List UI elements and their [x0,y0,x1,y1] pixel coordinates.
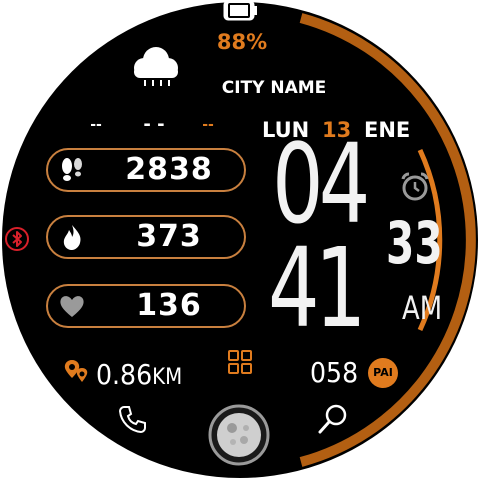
heart-rate-pill[interactable]: 136 [46,284,246,328]
battery-percent: 88% [216,30,268,54]
calories-value: 373 [136,219,202,254]
day-number: 13 [322,118,352,142]
time-ampm: AM [402,289,443,327]
battery-arc [417,148,443,332]
footsteps-icon [58,156,86,184]
distance-number: 0.86 [96,358,153,391]
temp-low: -- [90,117,102,133]
distance-value: 0.86KM [96,358,182,391]
calories-pill[interactable]: 373 [46,215,246,259]
steps-value: 2838 [125,152,213,187]
apps-grid-icon[interactable] [228,350,252,374]
temp-current: - - [143,114,165,135]
heart-rate-value: 136 [136,288,202,323]
distance-unit: KM [152,365,183,390]
bluetooth-icon [4,226,30,252]
weekday: LUN [262,118,310,142]
outer-progress-ring [299,13,476,467]
time-seconds: 33 [386,209,443,277]
steps-pill[interactable]: 2838 [46,148,246,192]
pai-badge: PAI [368,358,398,388]
search-icon[interactable] [316,402,350,436]
pai-value: 058 [310,356,359,389]
city-name: CITY NAME [221,78,327,98]
phone-icon[interactable] [118,404,148,434]
flame-icon [58,223,86,251]
moon-phase-icon[interactable] [208,404,270,466]
battery-icon [222,0,258,22]
location-pin-icon [62,356,92,386]
temp-high: -- [202,117,214,133]
rain-cloud-icon[interactable] [126,46,182,90]
month: ENE [364,118,411,142]
time-hours: 04 [272,120,370,248]
alarm-clock-icon[interactable] [398,170,432,204]
heart-icon [58,292,86,320]
time-minutes: 41 [268,224,366,352]
